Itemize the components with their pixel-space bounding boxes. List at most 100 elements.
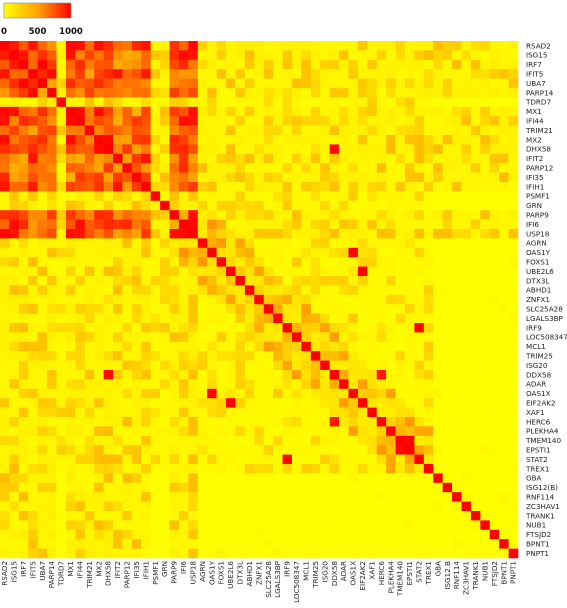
heatmap-cell-STAT2-STAT2 (414, 454, 425, 465)
heatmap-cell-GBA-PARP14 (47, 473, 57, 484)
heatmap-cell-OAS1X-DHX58 (103, 388, 114, 399)
heatmap-cell-ISG20-OAS1X (348, 360, 359, 371)
heatmap-cell-DHX58-PLEKHA4 (386, 144, 396, 155)
heatmap-cell-IFI35-IFI6 (178, 172, 189, 183)
heatmap-cell-IRF7-MCL1 (301, 59, 312, 70)
heatmap-cell-TREX1-TDRD7 (56, 464, 67, 474)
heatmap-cell-ISG12(B)-MX1 (65, 482, 76, 493)
heatmap-cell-IFI44-ISG15 (9, 116, 20, 126)
heatmap-cell-MCL1-ZC3HAV1 (461, 341, 472, 352)
heatmap-cell-DTX3L-TRIM21 (84, 276, 95, 286)
heatmap-cell-TRIM25-EIF2AK2 (357, 351, 368, 361)
heatmap-cell-USP18-TDRD7 (56, 229, 67, 239)
heatmap-cell-TRIM21-IRF9 (282, 125, 293, 136)
heatmap-cell-ISG20-LGALS3BP (273, 360, 283, 371)
heatmap-cell-TDRD7-DTX3L (235, 97, 246, 108)
heatmap-cell-LOC508347-ADAR (339, 332, 349, 343)
heatmap-cell-IRF9-DDX58 (329, 323, 340, 333)
heatmap-cell-DHX58-RSAD2 (0, 144, 10, 155)
heatmap-cell-ZC3HAV1-IFI6 (178, 501, 189, 512)
heatmap-cell-XAF1-IRF7 (18, 407, 29, 418)
heatmap-cell-IRF9-UBA7 (37, 323, 48, 333)
heatmap-cell-RNF114-USP18 (188, 492, 199, 502)
heatmap-cell-OAS1X-PARP14 (47, 388, 57, 399)
heatmap-cell-ADAR-TRANK1 (470, 379, 481, 390)
heatmap-cell-IRF9-SLC25A28 (263, 323, 274, 333)
row-label-HERC6: HERC6 (526, 417, 551, 426)
heatmap-cell-IFI44-ISG20 (320, 116, 330, 126)
heatmap-cell-UBA7-GBA (433, 78, 443, 89)
heatmap-cell-ABHD1-ISG12(B) (442, 285, 453, 296)
heatmap-cell-LOC508347-HERC6 (376, 332, 387, 343)
heatmap-cell-LOC508347-AGRN (197, 332, 208, 343)
heatmap-cell-IFIT5-STAT2 (414, 69, 425, 79)
heatmap-cell-RSAD2-IRF7 (18, 41, 29, 51)
heatmap-cell-STAT2-PARP14 (47, 454, 57, 465)
heatmap-cell-ZNFX1-PARP12 (122, 294, 133, 305)
heatmap-cell-TDRD7-BPNT1 (499, 97, 509, 108)
heatmap-cell-ISG12(B)-HERC6 (376, 482, 387, 493)
heatmap-cell-XAF1-PLEKHA4 (386, 407, 396, 418)
heatmap-cell-HERC6-AGRN (197, 417, 208, 427)
heatmap-cell-MX1-STAT2 (414, 106, 425, 117)
heatmap-cell-ISG15-ZC3HAV1 (461, 50, 472, 61)
heatmap-cell-PSMF1-HERC6 (376, 191, 387, 202)
heatmap-cell-UBA7-RSAD2 (0, 78, 10, 89)
heatmap-cell-PARP12-ISG20 (320, 163, 330, 173)
heatmap-cell-IFI6-ISG12(B) (442, 219, 453, 230)
heatmap-cell-RSAD2-ISG15 (9, 41, 20, 51)
heatmap-cell-FTSJD2-UBA7 (37, 529, 48, 540)
heatmap-cell-UBE2L6-MX2 (94, 266, 104, 277)
column-label-OAS1Y: OAS1Y (207, 560, 216, 585)
heatmap-cell-DDX58-STAT2 (414, 370, 425, 380)
heatmap-cell-DTX3L-TMEM140 (395, 276, 406, 286)
heatmap-cell-MCL1-TDRD7 (56, 341, 67, 352)
heatmap-cell-FTSJD2-RSAD2 (0, 529, 10, 540)
heatmap-cell-PNPT1-EIF2AK2 (357, 548, 368, 559)
heatmap-cell-TDRD7-TREX1 (423, 97, 434, 108)
heatmap-cell-TRIM21-IFIT2 (113, 125, 123, 136)
heatmap-cell-RSAD2-ADAR (339, 41, 349, 51)
heatmap-cell-NUB1-PARP14 (47, 520, 57, 531)
heatmap-cell-OAS1X-XAF1 (367, 388, 378, 399)
heatmap-cell-LOC508347-DDX58 (329, 332, 340, 343)
heatmap-cell-ZC3HAV1-ABHD1 (244, 501, 255, 512)
heatmap-cell-ZC3HAV1-EPSTI1 (404, 501, 415, 512)
heatmap-cell-MX1-TMEM140 (395, 106, 406, 117)
heatmap-cell-RNF114-IFIT2 (113, 492, 123, 502)
heatmap-cell-PARP14-IFIT2 (113, 88, 123, 98)
heatmap-cell-ISG20-DDX58 (329, 360, 340, 371)
heatmap-cell-XAF1-EIF2AK2 (357, 407, 368, 418)
heatmap-cell-DDX58-SLC25A28 (263, 370, 274, 380)
heatmap-cell-XAF1-TRANK1 (470, 407, 481, 418)
heatmap-cell-UBA7-MX1 (65, 78, 76, 89)
row-label-MCL1: MCL1 (526, 342, 546, 351)
heatmap-cell-LOC508347-OAS1X (348, 332, 359, 343)
heatmap-cell-ISG15-IRF9 (282, 50, 293, 61)
heatmap-cell-PARP14-ABHD1 (244, 88, 255, 98)
heatmap-cell-PARP14-EPSTI1 (404, 88, 415, 98)
heatmap-cell-GBA-EIF2AK2 (357, 473, 368, 484)
heatmap-cell-PNPT1-LOC508347 (291, 548, 302, 559)
heatmap-cell-ISG15-USP18 (188, 50, 199, 61)
heatmap-cell-TDRD7-PARP14 (47, 97, 57, 108)
heatmap-cell-UBA7-DTX3L (235, 78, 246, 89)
heatmap-cell-TMEM140-FTSJD2 (489, 435, 500, 446)
heatmap-cell-PLEKHA4-AGRN (197, 426, 208, 437)
heatmap-cell-DTX3L-OAS1Y (207, 276, 217, 286)
heatmap-cell-NUB1-LGALS3BP (273, 520, 283, 531)
heatmap-cell-AGRN-DHX58 (103, 238, 114, 249)
heatmap-cell-STAT2-LGALS3BP (273, 454, 283, 465)
heatmap-cell-TREX1-EIF2AK2 (357, 464, 368, 474)
heatmap-cell-XAF1-AGRN (197, 407, 208, 418)
heatmap-cell-AGRN-NUB1 (480, 238, 491, 249)
heatmap-cell-IFIH1-NUB1 (480, 182, 491, 192)
heatmap-cell-ZNFX1-ISG15 (9, 294, 20, 305)
heatmap-cell-MX2-GRN (160, 135, 170, 145)
heatmap-cell-DHX58-FTSJD2 (489, 144, 500, 155)
heatmap-cell-RNF114-XAF1 (367, 492, 378, 502)
heatmap-cell-TRANK1-TMEM140 (395, 511, 406, 521)
heatmap-cell-LGALS3BP-IFI35 (131, 313, 142, 324)
heatmap-cell-RNF114-OAS1X (348, 492, 359, 502)
heatmap-cell-PSMF1-OAS1Y (207, 191, 217, 202)
